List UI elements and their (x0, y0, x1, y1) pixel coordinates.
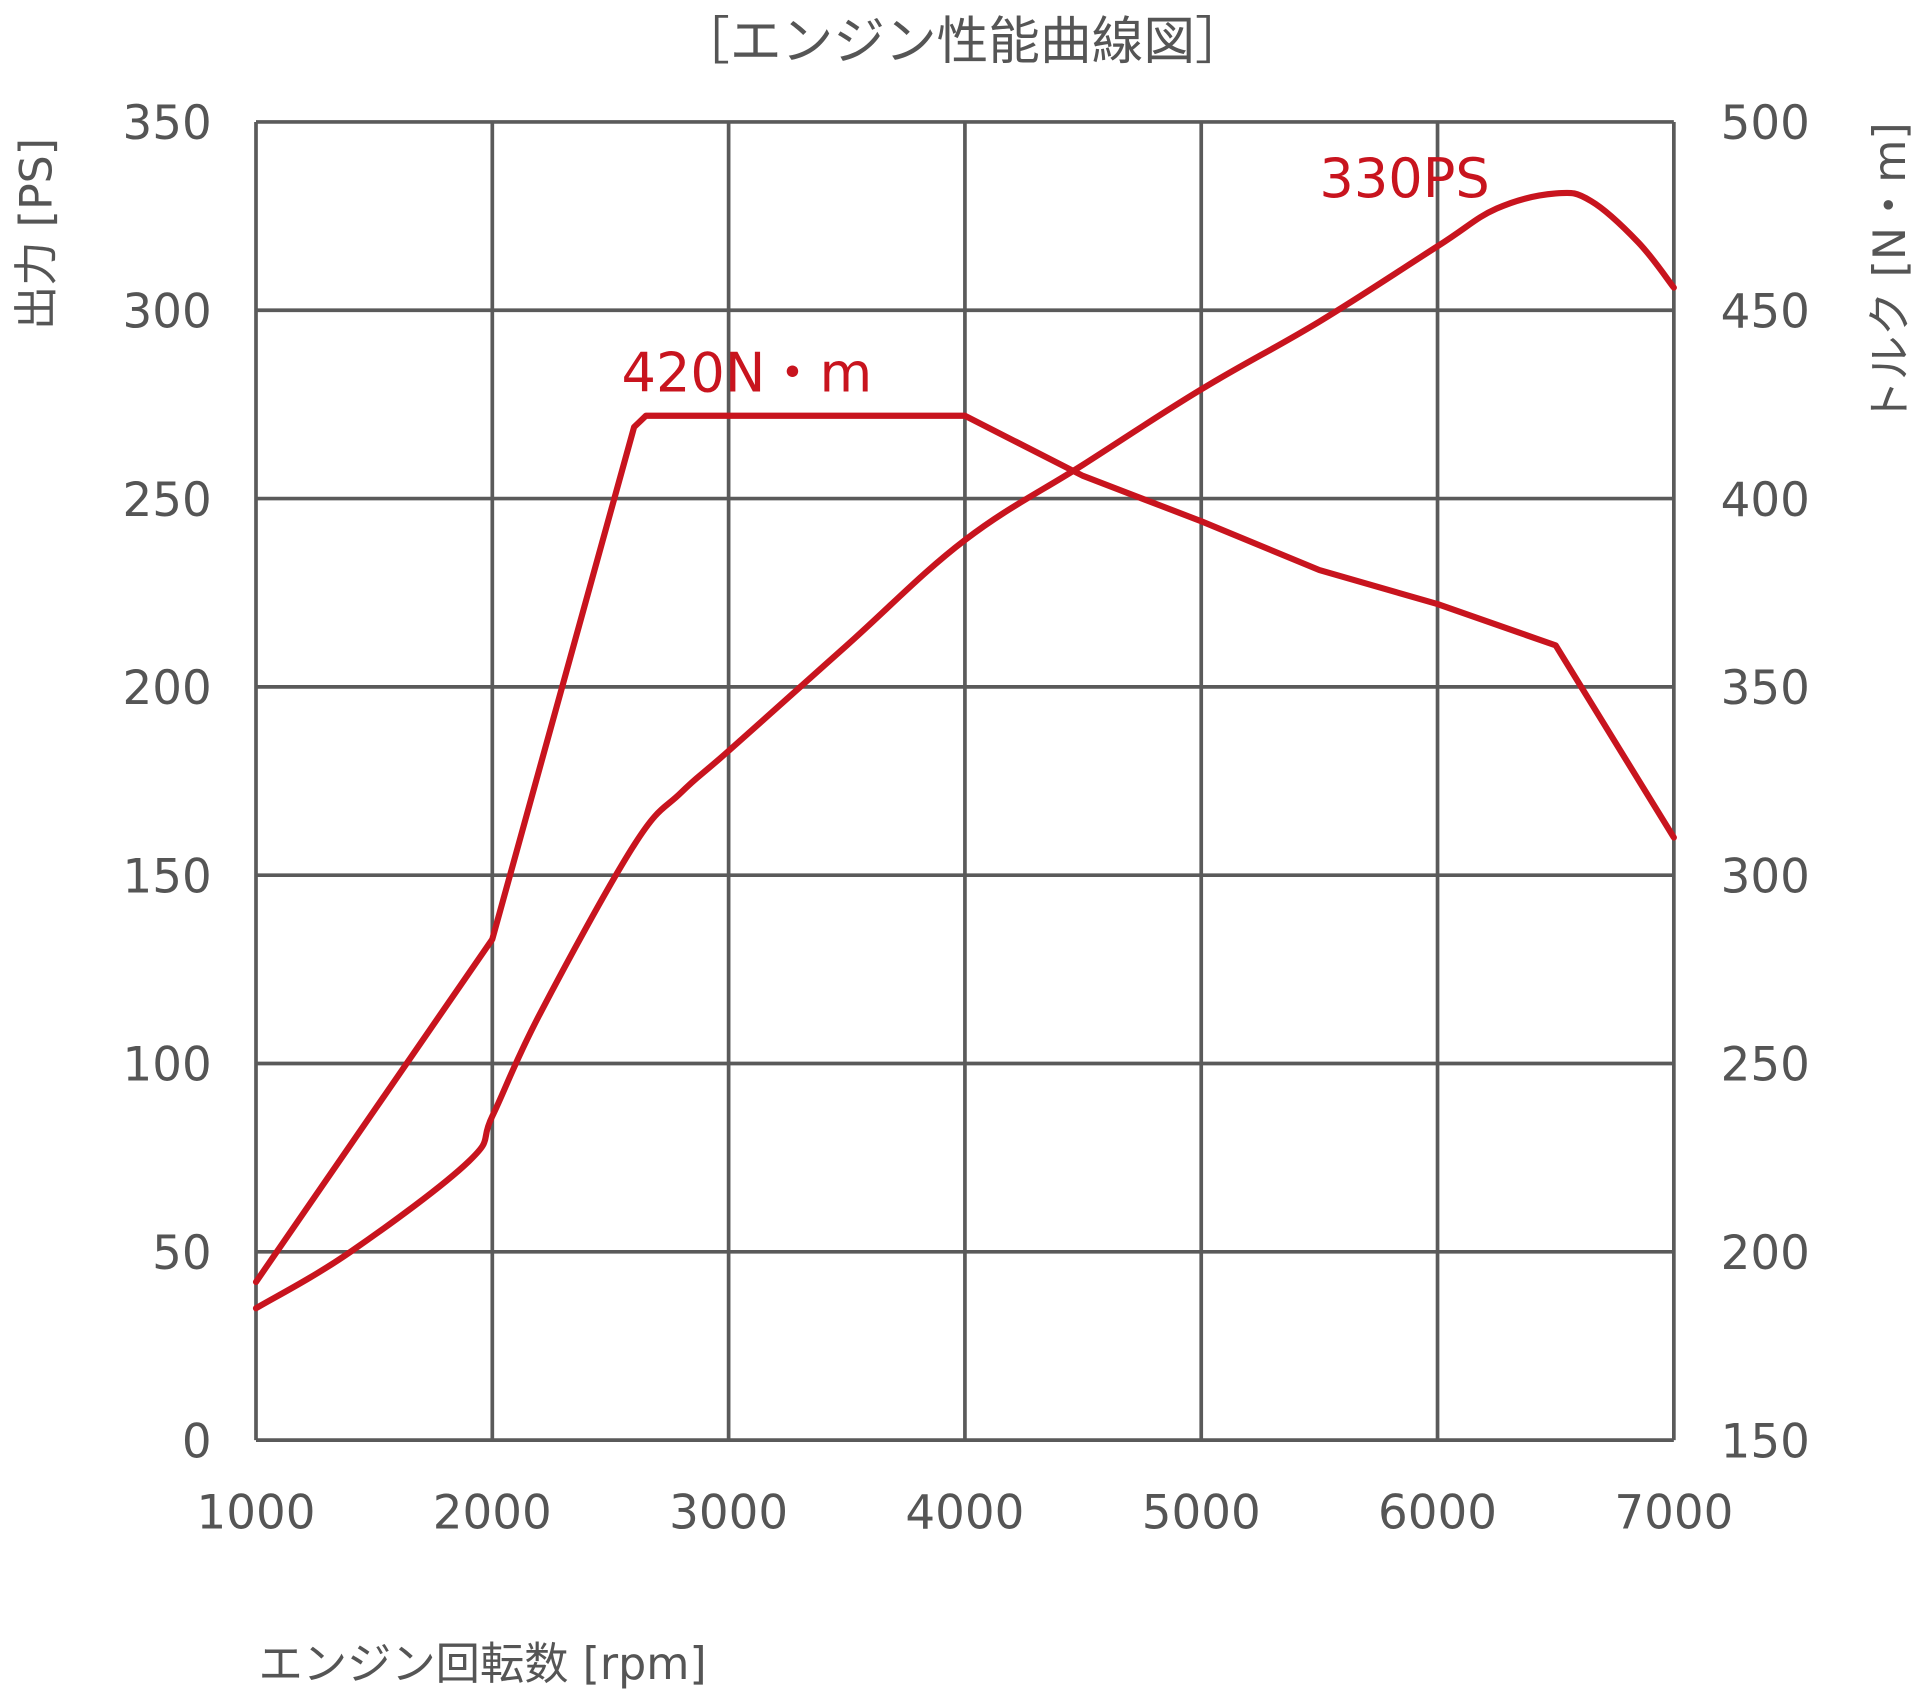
y-tick-label: 150 (122, 850, 211, 904)
chart-title: ［エンジン性能曲線図］ (678, 12, 1247, 72)
y2-tick-label: 200 (1721, 1227, 1810, 1281)
y2-tick-label: 150 (1721, 1415, 1810, 1469)
x-axis-ticks: 1000 2000 3000 4000 5000 6000 7000 (197, 1487, 1734, 1541)
y-tick-label: 200 (122, 662, 211, 716)
y-tick-label: 50 (152, 1227, 212, 1281)
y-axis-right-label: トルク [N・m] (1865, 122, 1916, 424)
power-curve (252, 189, 1677, 1312)
y-tick-label: 100 (122, 1039, 211, 1093)
x-tick-label: 2000 (433, 1487, 552, 1541)
torque-curve (252, 412, 1677, 1286)
x-tick-label: 3000 (669, 1487, 788, 1541)
x-tick-label: 6000 (1378, 1487, 1497, 1541)
grid (254, 120, 1676, 1442)
x-tick-label: 4000 (905, 1487, 1024, 1541)
y2-tick-label: 300 (1721, 850, 1810, 904)
x-tick-label: 7000 (1614, 1487, 1733, 1541)
y2-tick-label: 250 (1721, 1039, 1810, 1093)
y2-tick-label: 500 (1721, 97, 1810, 151)
y-tick-label: 0 (182, 1415, 212, 1469)
y2-tick-label: 350 (1721, 662, 1810, 716)
y2-tick-label: 400 (1721, 474, 1810, 528)
y-axis-left-label: 出力 [PS] (12, 138, 63, 330)
y2-tick-label: 450 (1721, 285, 1810, 339)
torque-peak-label: 420N・m (622, 342, 873, 405)
x-axis-label: エンジン回転数 [rpm] (258, 1639, 706, 1690)
y-tick-label: 300 (122, 285, 211, 339)
power-peak-label: 330PS (1319, 147, 1489, 210)
x-tick-label: 1000 (197, 1487, 316, 1541)
x-tick-label: 5000 (1142, 1487, 1261, 1541)
y-tick-label: 350 (122, 97, 211, 151)
y-axis-right-ticks: 150 200 250 300 350 400 450 500 (1721, 97, 1810, 1469)
y-tick-label: 250 (122, 474, 211, 528)
y-axis-left-ticks: 0 50 100 150 200 250 300 350 (122, 97, 211, 1469)
